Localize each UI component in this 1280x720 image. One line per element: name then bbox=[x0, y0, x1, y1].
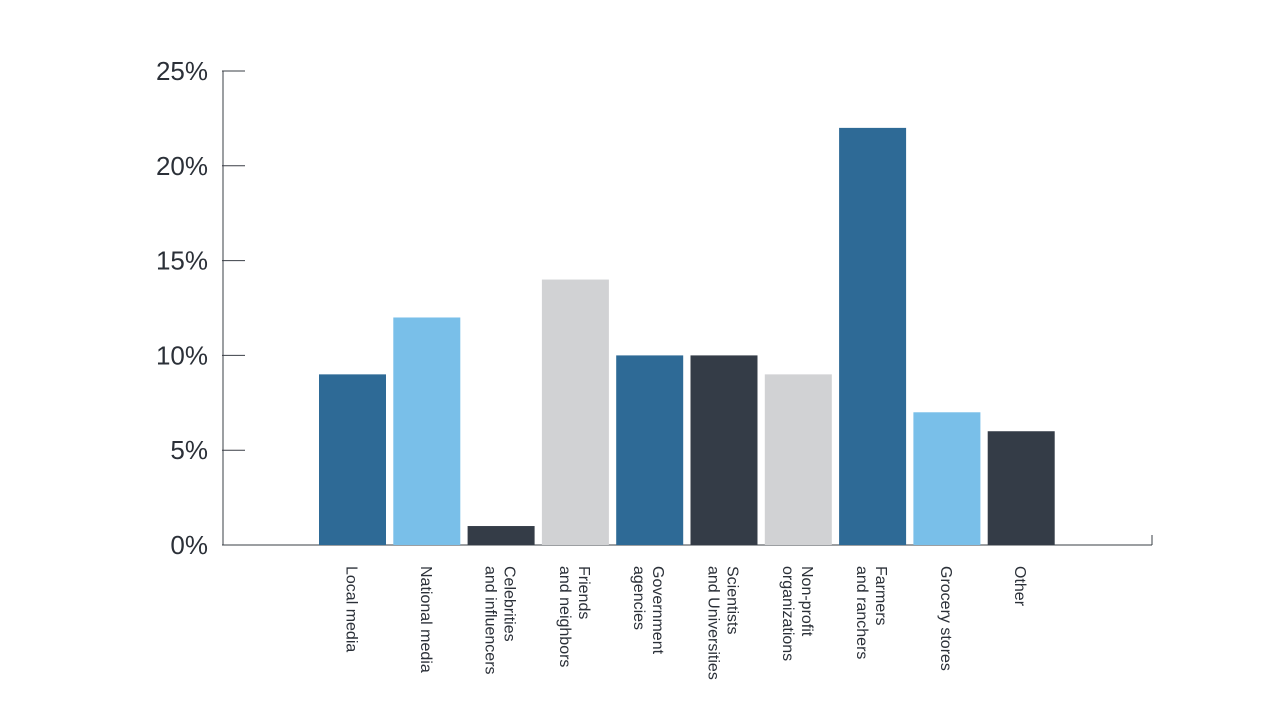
x-tick-label-line: agencies bbox=[630, 566, 647, 630]
x-tick-label-line: Friends bbox=[575, 566, 592, 619]
x-tick-label-line: Celebrities bbox=[501, 566, 518, 642]
bar bbox=[393, 317, 461, 545]
bar bbox=[913, 412, 981, 545]
bar bbox=[690, 355, 758, 545]
y-tick-label: 25% bbox=[156, 56, 208, 86]
bar bbox=[764, 374, 832, 545]
x-tick-label-line: Non-profit bbox=[798, 566, 815, 637]
x-tick-label-line: and ranchers bbox=[853, 566, 870, 659]
x-tick-label-line: Government bbox=[649, 566, 666, 655]
x-tick-label: National media bbox=[417, 566, 434, 673]
x-tick-label-line: and influencers bbox=[482, 566, 499, 675]
y-tick-label: 20% bbox=[156, 151, 208, 181]
y-tick-label: 15% bbox=[156, 246, 208, 276]
x-tick-label: Local media bbox=[343, 566, 360, 652]
x-tick-label-line: Farmers bbox=[872, 566, 889, 626]
x-tick-label-line: National media bbox=[417, 566, 434, 673]
x-tick-label-line: organizations bbox=[779, 566, 796, 661]
x-tick-label-line: Other bbox=[1011, 566, 1028, 607]
x-tick-label-line: Grocery stores bbox=[937, 566, 954, 671]
x-tick-label-line: and neighbors bbox=[556, 566, 573, 667]
bars bbox=[319, 127, 1055, 545]
x-axis-labels: Local media National media Celebritiesand … bbox=[343, 566, 1029, 680]
bar bbox=[467, 526, 535, 545]
y-axis-ticks: 0% 5% 10% 15% 20% 25% bbox=[156, 56, 245, 560]
bar bbox=[839, 127, 907, 545]
x-tick-label-line: Scientists bbox=[724, 566, 741, 634]
x-tick-label-line: Local media bbox=[343, 566, 360, 652]
y-tick-label: 0% bbox=[170, 530, 208, 560]
y-tick-label: 5% bbox=[170, 435, 208, 465]
x-tick-label: Other bbox=[1011, 566, 1028, 607]
y-tick-label: 10% bbox=[156, 340, 208, 370]
bar bbox=[319, 374, 386, 545]
bar bbox=[616, 355, 684, 545]
bar bbox=[987, 431, 1055, 545]
x-tick-label: Grocery stores bbox=[937, 566, 954, 671]
x-tick-label-line: and Universities bbox=[705, 566, 722, 680]
bar bbox=[541, 279, 609, 545]
